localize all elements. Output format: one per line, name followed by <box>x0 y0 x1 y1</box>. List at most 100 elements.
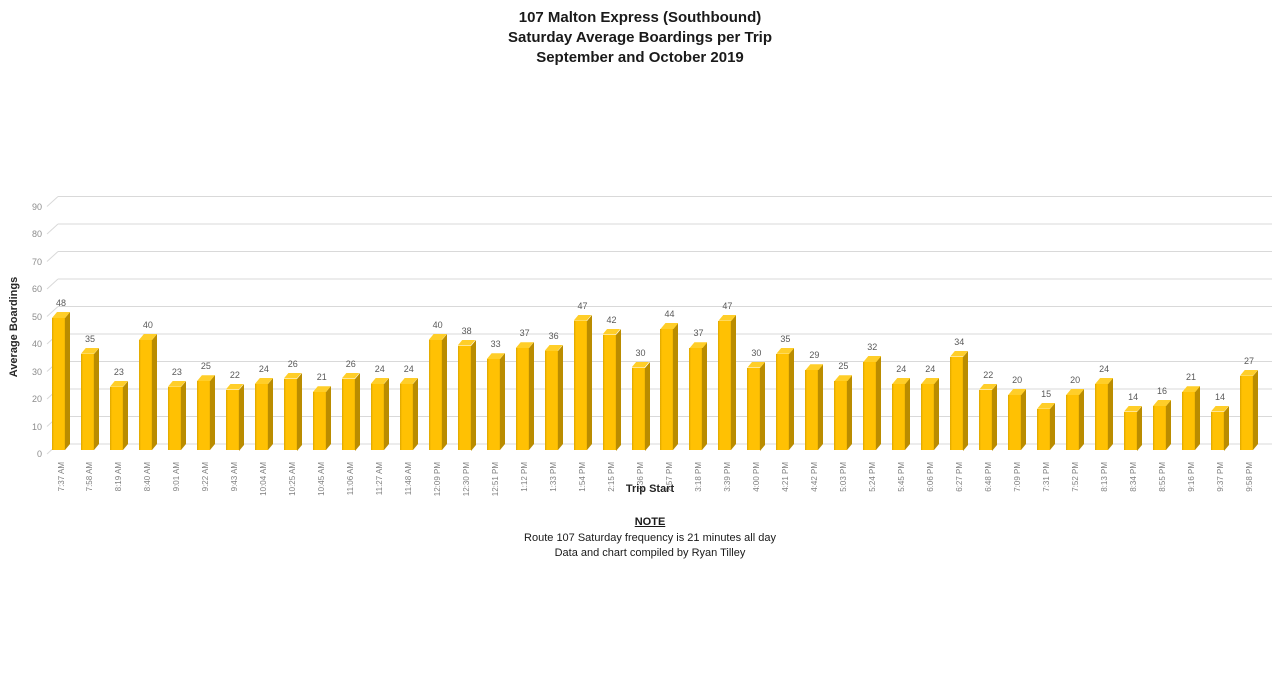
bar-face <box>747 367 761 450</box>
bar-value-label: 26 <box>287 358 298 369</box>
bar-top <box>718 314 737 321</box>
bar-side <box>238 383 244 450</box>
bar-top <box>631 361 650 368</box>
bar-value-label: 34 <box>954 336 965 347</box>
bar <box>1182 386 1201 450</box>
bar-side <box>296 372 302 450</box>
note-line: Route 107 Saturday frequency is 21 minut… <box>524 531 776 544</box>
bar-face <box>138 340 152 450</box>
bar-value-label: 38 <box>461 325 472 336</box>
bar-value-label: 42 <box>606 314 617 325</box>
gridline-depth <box>46 196 59 207</box>
bar <box>1066 388 1085 450</box>
bar-top <box>312 386 331 393</box>
bar-side <box>760 361 766 450</box>
bar-value-label: 47 <box>722 300 733 311</box>
bar-side <box>1224 405 1230 450</box>
bar-value-label: 24 <box>403 364 414 374</box>
bar-side <box>789 347 795 450</box>
bar-face <box>109 386 123 450</box>
bar-side <box>122 380 128 450</box>
bar <box>631 361 650 450</box>
bar-face <box>805 370 819 450</box>
gridline-depth <box>46 306 59 317</box>
bar-face <box>863 362 877 450</box>
bar-face <box>631 367 645 450</box>
bar <box>950 350 969 450</box>
bar-top <box>921 378 940 384</box>
bar-top <box>805 364 824 371</box>
y-tick-label: 90 <box>31 201 42 212</box>
bar-value-label: 36 <box>548 331 559 341</box>
bar-face <box>1066 395 1080 450</box>
bar-side <box>992 383 998 450</box>
bar-value-label: 37 <box>693 328 704 339</box>
bar-side <box>876 355 882 450</box>
bar-top <box>196 375 215 382</box>
bar-value-label: 23 <box>113 366 124 377</box>
bar-value-label: 20 <box>1012 375 1023 385</box>
bar-face <box>718 320 732 450</box>
chart-title-line: September and October 2019 <box>536 49 744 66</box>
y-tick-label: 40 <box>31 339 42 349</box>
bar-face <box>1037 408 1051 450</box>
x-axis-title: Trip Start <box>625 483 675 495</box>
bar <box>602 328 621 450</box>
bar-face <box>660 329 674 450</box>
bar-top <box>370 378 389 384</box>
bar-value-label: 24 <box>925 364 936 374</box>
bar-value-label: 40 <box>142 320 153 330</box>
bar-top <box>515 342 534 349</box>
bar <box>689 342 708 450</box>
bar-face <box>254 384 268 450</box>
bar-top <box>1182 386 1201 393</box>
bar-top <box>660 323 679 329</box>
bar-face <box>428 340 442 450</box>
bar-face <box>370 384 384 450</box>
bar-side <box>731 314 737 450</box>
bar <box>254 377 273 450</box>
bar-value-label: 14 <box>1128 391 1139 402</box>
y-tick-label: 80 <box>31 229 42 239</box>
bar-value-label: 40 <box>432 320 443 330</box>
bar-top <box>1008 389 1027 395</box>
bar <box>515 342 534 450</box>
bar-face <box>312 392 326 450</box>
bar <box>1124 405 1143 450</box>
bar <box>1240 369 1258 450</box>
bar-face <box>52 318 65 450</box>
bar-side <box>267 377 273 450</box>
bar <box>892 377 911 450</box>
bar-face <box>1095 384 1109 450</box>
bar-top <box>1095 378 1114 384</box>
bar-face <box>921 384 935 450</box>
bar-side <box>325 386 331 450</box>
bar <box>544 344 563 450</box>
bar-face <box>834 381 848 450</box>
bar-top <box>486 353 505 360</box>
bar-top <box>457 339 476 346</box>
bar <box>1008 388 1027 450</box>
bar-value-label: 27 <box>1243 355 1254 366</box>
bar-top <box>254 378 273 384</box>
bar-side <box>93 347 99 450</box>
bar-side <box>847 375 853 450</box>
bar-face <box>1240 375 1253 450</box>
bar-value-label: 47 <box>577 300 588 311</box>
bar-side <box>1137 405 1143 450</box>
bar <box>660 322 679 450</box>
note-heading: NOTE <box>634 516 666 528</box>
bar <box>834 375 853 450</box>
bar-value-label: 21 <box>316 372 327 383</box>
bar-value-label: 48 <box>55 298 66 308</box>
y-tick-label: 30 <box>31 366 42 377</box>
bar-face <box>457 345 471 450</box>
gridline-depth <box>46 278 59 290</box>
bar-side <box>702 342 708 450</box>
bar <box>1037 402 1056 450</box>
bar-value-label: 30 <box>751 347 762 358</box>
bar-value-label: 25 <box>200 361 211 372</box>
bar-top <box>544 345 563 351</box>
